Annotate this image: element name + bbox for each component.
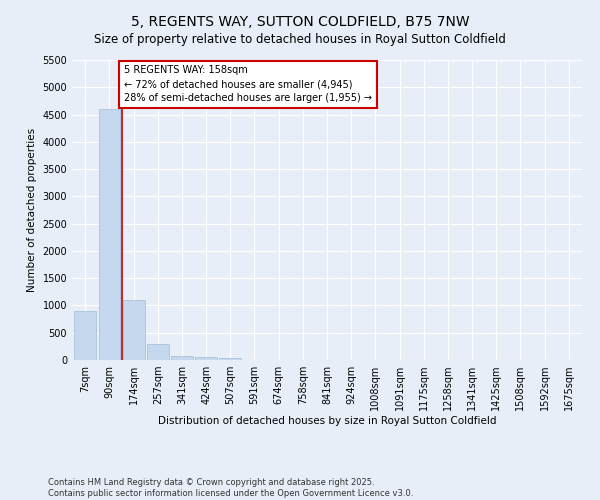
Bar — [195, 358, 217, 360]
Bar — [98, 109, 121, 360]
Text: Contains HM Land Registry data © Crown copyright and database right 2025.
Contai: Contains HM Land Registry data © Crown c… — [48, 478, 413, 498]
Bar — [220, 358, 241, 360]
Bar — [147, 344, 169, 360]
X-axis label: Distribution of detached houses by size in Royal Sutton Coldfield: Distribution of detached houses by size … — [158, 416, 496, 426]
Text: 5, REGENTS WAY, SUTTON COLDFIELD, B75 7NW: 5, REGENTS WAY, SUTTON COLDFIELD, B75 7N… — [131, 15, 469, 29]
Bar — [123, 300, 145, 360]
Bar — [74, 311, 96, 360]
Bar — [171, 356, 193, 360]
Text: 5 REGENTS WAY: 158sqm
← 72% of detached houses are smaller (4,945)
28% of semi-d: 5 REGENTS WAY: 158sqm ← 72% of detached … — [124, 66, 372, 104]
Y-axis label: Number of detached properties: Number of detached properties — [27, 128, 37, 292]
Text: Size of property relative to detached houses in Royal Sutton Coldfield: Size of property relative to detached ho… — [94, 32, 506, 46]
